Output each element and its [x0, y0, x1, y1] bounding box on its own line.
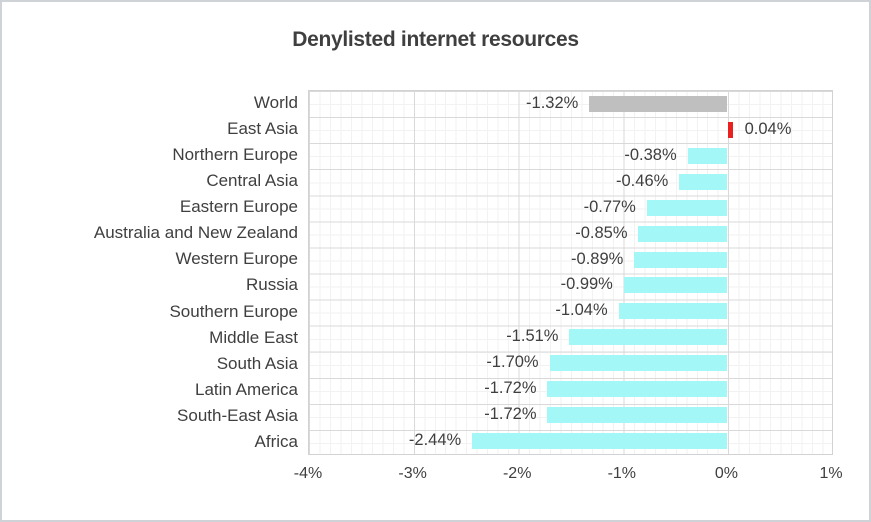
value-label-australia-and-new-zealand: -0.85% [575, 223, 628, 242]
bar-australia-and-new-zealand [638, 225, 728, 242]
category-label-western-europe: Western Europe [175, 249, 298, 269]
bar-russia [623, 277, 728, 294]
value-label-south-asia: -1.70% [486, 353, 539, 372]
bar-northern-europe [687, 147, 728, 164]
x-axis-tick--2-: -2% [502, 465, 532, 482]
value-label-east-asia: 0.04% [744, 119, 792, 138]
value-label-western-europe: -0.89% [571, 249, 624, 268]
bar-latin-america [547, 381, 728, 398]
category-label-russia: Russia [246, 275, 298, 295]
y-axis-labels: World East Asia Northern Europe Central Asi… [2, 90, 298, 455]
category-label-world: World [253, 93, 298, 112]
category-label-south-asia: South Asia [216, 353, 298, 373]
value-label-northern-europe: -0.38% [624, 145, 677, 164]
x-axis-tick-0-: 0% [714, 465, 738, 482]
plot-area: -1.32% 0.04% -0.38% -0.46% -0.77% -0.85% -0.89… [308, 90, 833, 455]
bar-south-east-asia [547, 407, 728, 424]
category-label-middle-east: Middle East [209, 327, 298, 347]
category-label-south-east-asia: South-East Asia [177, 405, 298, 425]
value-label-central-asia: -0.46% [616, 171, 669, 190]
value-label-russia: -0.99% [560, 275, 613, 294]
value-label-south-east-asia: -1.72% [484, 405, 537, 424]
chart-title: Denylisted internet resources [292, 28, 579, 51]
value-label-africa: -2.44% [408, 431, 462, 450]
x-axis-tick--1-: -1% [607, 465, 637, 482]
value-label-southern-europe: -1.04% [555, 301, 608, 320]
x-axis-tick-1-: 1% [819, 465, 843, 482]
x-axis-tick--4-: -4% [293, 465, 323, 482]
category-label-africa: Africa [254, 431, 298, 451]
category-label-latin-america: Latin America [195, 379, 298, 399]
category-label-northern-europe: Northern Europe [172, 145, 298, 165]
bar-central-asia [679, 173, 728, 190]
bar-africa [472, 433, 728, 450]
x-axis-tick--3-: -3% [398, 465, 427, 482]
value-label-middle-east: -1.51% [506, 327, 559, 346]
value-label-eastern-europe: -0.77% [583, 197, 636, 216]
bar-world [589, 95, 728, 112]
bar-western-europe [634, 251, 728, 268]
bar-eastern-europe [646, 199, 728, 216]
category-label-australia-and-new-zealand: Australia and New Zealand [93, 223, 298, 243]
value-label-world: -1.32% [526, 93, 579, 112]
bar-southern-europe [618, 303, 728, 320]
bar-south-asia [549, 355, 728, 372]
category-label-central-asia: Central Asia [206, 171, 298, 191]
category-label-east-asia: East Asia [227, 119, 298, 139]
value-label-latin-america: -1.72% [484, 379, 537, 398]
category-label-southern-europe: Southern Europe [169, 301, 298, 321]
category-label-eastern-europe: Eastern Europe [179, 197, 298, 217]
bar-middle-east [569, 329, 728, 346]
bar-east-asia [728, 121, 733, 138]
